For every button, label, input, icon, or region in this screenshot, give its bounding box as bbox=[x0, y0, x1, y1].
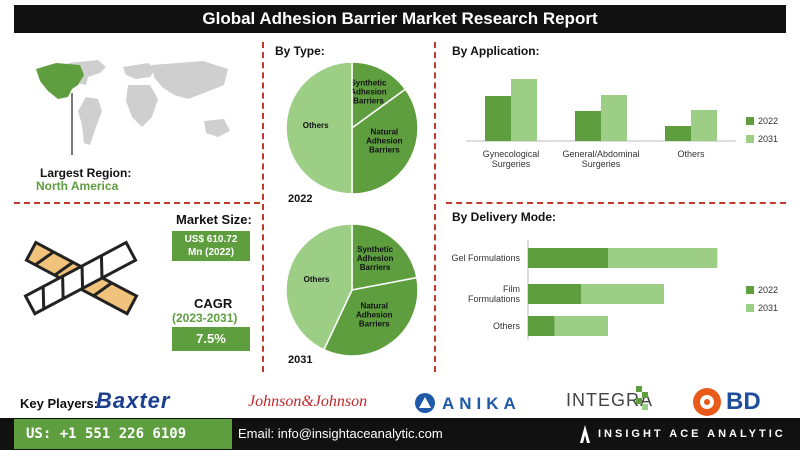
bar bbox=[528, 284, 582, 304]
pie-slice bbox=[351, 61, 407, 130]
category-label: Others bbox=[677, 149, 705, 159]
world-map-icon bbox=[36, 60, 230, 155]
by-delivery-mode-title: By Delivery Mode: bbox=[452, 210, 557, 224]
legend-swatch bbox=[746, 135, 754, 143]
pie-slice-label: Others bbox=[303, 121, 329, 130]
category-label: Others bbox=[493, 321, 521, 331]
anika-logo-icon bbox=[415, 393, 435, 413]
integra-logo-icon bbox=[636, 386, 648, 410]
legend-label: 2031 bbox=[758, 134, 778, 144]
delivery-mode-bar-chart: Gel Formulations Film Formulations Others 20… bbox=[451, 240, 778, 340]
bar bbox=[554, 316, 608, 336]
page-title: Global Adhesion Barrier Market Research … bbox=[14, 5, 786, 33]
pie-chart-2031: Synthetic Adhesion Barriers Natural Adhesion… bbox=[285, 223, 419, 357]
footer-phone: US: +1 551 226 6109 bbox=[14, 419, 232, 449]
pie-slice-label: Synthetic Adhesion Barriers bbox=[357, 245, 394, 272]
bar bbox=[485, 96, 511, 141]
divider-horizontal-left bbox=[14, 202, 260, 204]
market-size-value-line2: Mn (2022) bbox=[187, 247, 235, 258]
pie-slice-label: Synthetic Adhesion Barriers bbox=[350, 79, 387, 106]
pie-slice bbox=[322, 276, 419, 357]
footer-email: Email: info@insightaceanalytic.com bbox=[238, 426, 443, 441]
insightace-logo-icon bbox=[580, 425, 590, 443]
cagr-period: (2023-2031) bbox=[172, 311, 238, 325]
pie-slice-label: Others bbox=[304, 275, 330, 284]
category-label: Film Formulations bbox=[468, 284, 521, 304]
bar bbox=[528, 248, 608, 268]
legend-swatch bbox=[746, 117, 754, 125]
largest-region-label: Largest Region: bbox=[40, 166, 132, 180]
cagr-label: CAGR bbox=[194, 296, 233, 311]
pie-slice-label: Natural Adhesion Barriers bbox=[366, 127, 403, 154]
logo-integra: INTEGRA bbox=[566, 390, 654, 410]
category-label: Gynecological Surgeries bbox=[483, 149, 540, 169]
divider-horizontal-right bbox=[446, 202, 786, 204]
bar bbox=[665, 126, 691, 141]
divider-vertical-left bbox=[262, 42, 264, 372]
category-label: Gel Formulations bbox=[451, 253, 520, 263]
bar bbox=[691, 110, 717, 141]
legend-swatch bbox=[746, 304, 754, 312]
bar bbox=[511, 79, 537, 141]
footer-brand: INSIGHT ACE ANALYTIC bbox=[598, 428, 786, 440]
legend-swatch bbox=[746, 286, 754, 294]
bar bbox=[575, 111, 601, 141]
largest-region-value: North America bbox=[36, 179, 119, 193]
market-size-value-line1: US$ 610.72 bbox=[184, 234, 238, 245]
pie-slice-label: Natural Adhesion Barriers bbox=[356, 302, 393, 329]
by-application-title: By Application: bbox=[452, 44, 540, 58]
pie-slice bbox=[351, 223, 418, 291]
adhesion-strips-icon bbox=[23, 240, 139, 316]
market-size-value: US$ 610.72 Mn (2022) bbox=[172, 231, 250, 261]
logo-baxter: Baxter bbox=[96, 388, 171, 413]
legend-label: 2022 bbox=[758, 285, 778, 295]
bar bbox=[528, 316, 555, 336]
market-size-label: Market Size: bbox=[176, 212, 252, 227]
bar bbox=[581, 284, 664, 304]
legend-label: 2022 bbox=[758, 116, 778, 126]
pie-slice bbox=[285, 223, 353, 351]
bd-logo-icon bbox=[693, 388, 721, 416]
logo-johnson-johnson: Johnson&Johnson bbox=[248, 393, 368, 410]
legend-label: 2031 bbox=[758, 303, 778, 313]
logo-bd: BD bbox=[726, 388, 761, 415]
pie-2031-year: 2031 bbox=[288, 354, 313, 366]
pie-slice bbox=[351, 88, 419, 195]
by-type-title: By Type: bbox=[275, 44, 325, 58]
pie-slice bbox=[285, 61, 353, 195]
logo-anika: ANIKA bbox=[442, 394, 521, 413]
application-bar-chart: Gynecological Surgeries General/Abdominal S… bbox=[466, 79, 778, 169]
bar bbox=[608, 248, 718, 268]
category-label: General/Abdominal Surgeries bbox=[562, 149, 639, 169]
divider-vertical-right bbox=[434, 42, 436, 372]
pie-chart-2022: Synthetic Adhesion Barriers Natural Adhesion… bbox=[285, 61, 419, 195]
pie-2022-year: 2022 bbox=[288, 193, 313, 205]
bar bbox=[601, 95, 627, 141]
key-players-label: Key Players: bbox=[20, 396, 99, 411]
cagr-value: 7.5% bbox=[172, 327, 250, 351]
